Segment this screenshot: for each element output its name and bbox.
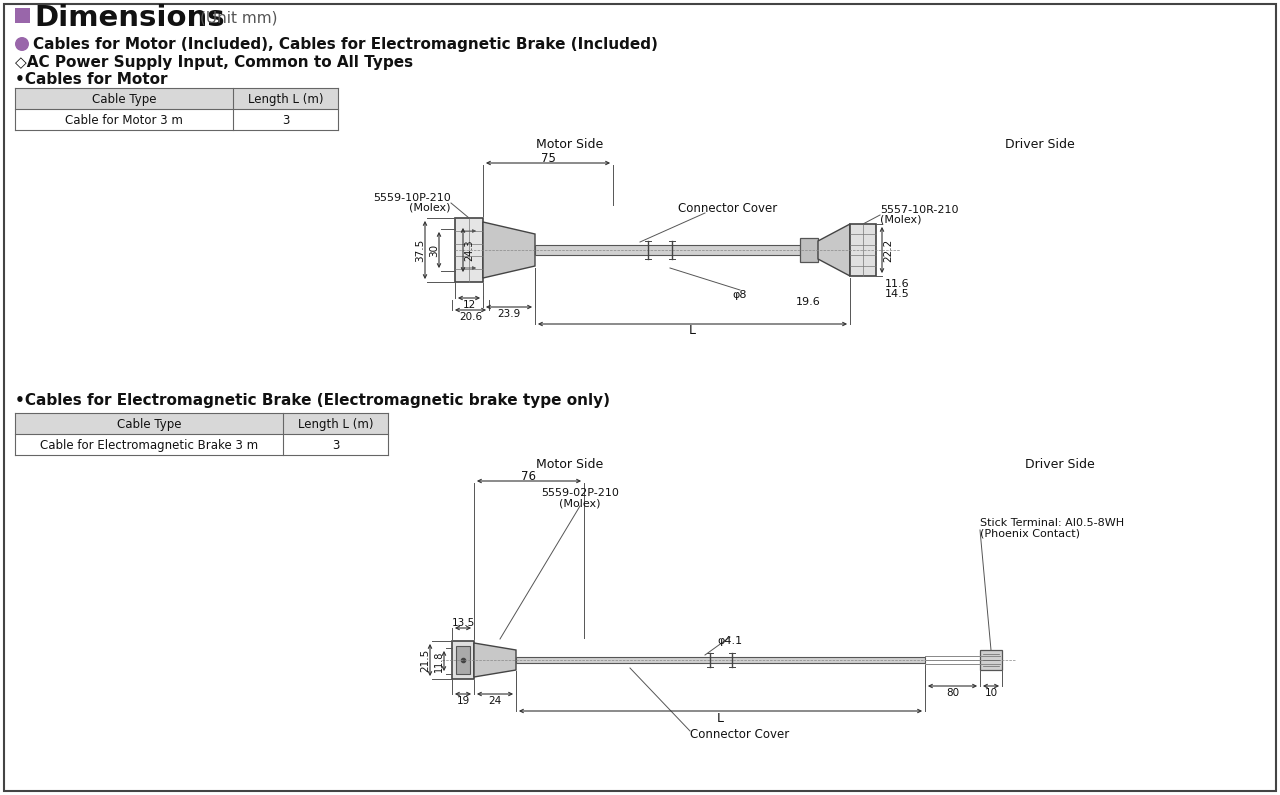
Text: 19: 19 [457, 696, 470, 706]
Text: 75: 75 [540, 152, 556, 165]
Polygon shape [818, 224, 850, 276]
Bar [800, 238, 818, 262]
Text: Connector Cover: Connector Cover [690, 728, 790, 742]
Text: Cable Type: Cable Type [92, 93, 156, 106]
Text: Driver Side: Driver Side [1025, 458, 1094, 471]
Text: 37.5: 37.5 [415, 238, 425, 262]
Text: 13.5: 13.5 [452, 618, 475, 628]
Text: Motor Side: Motor Side [536, 138, 604, 151]
Text: 12: 12 [462, 300, 476, 310]
Bar [15, 88, 338, 109]
Text: (Molex): (Molex) [559, 498, 600, 508]
Bar [454, 218, 483, 282]
Text: 5557-10R-210: 5557-10R-210 [881, 205, 959, 215]
Bar [15, 8, 29, 23]
Polygon shape [483, 222, 535, 278]
Text: •Cables for Motor: •Cables for Motor [15, 72, 168, 87]
Text: 21.5: 21.5 [420, 649, 430, 672]
Text: 20.6: 20.6 [460, 312, 483, 322]
Text: 10: 10 [984, 688, 997, 698]
Text: 19.6: 19.6 [796, 297, 820, 307]
Polygon shape [474, 643, 516, 677]
Text: 5559-10P-210: 5559-10P-210 [374, 193, 451, 203]
Bar [535, 245, 815, 255]
Text: 3: 3 [332, 439, 339, 452]
Text: 11.8: 11.8 [434, 650, 444, 672]
Bar [15, 413, 388, 434]
Circle shape [15, 37, 29, 51]
Text: 3: 3 [282, 114, 289, 127]
Text: Motor Side: Motor Side [536, 458, 604, 471]
Text: 76: 76 [521, 470, 536, 483]
Text: Length L (m): Length L (m) [248, 93, 324, 106]
Text: Stick Terminal: AI0.5-8WH: Stick Terminal: AI0.5-8WH [980, 518, 1124, 528]
Text: φ8: φ8 [732, 290, 748, 300]
Text: (Molex): (Molex) [881, 214, 922, 224]
Text: Cable for Motor 3 m: Cable for Motor 3 m [65, 114, 183, 127]
Text: •Cables for Electromagnetic Brake (Electromagnetic brake type only): •Cables for Electromagnetic Brake (Elect… [15, 394, 611, 409]
Text: Connector Cover: Connector Cover [678, 201, 778, 215]
Text: 24.3: 24.3 [465, 239, 474, 261]
Bar [516, 657, 925, 663]
Text: Driver Side: Driver Side [1005, 138, 1075, 151]
Text: Length L (m): Length L (m) [298, 418, 374, 431]
Text: ◇AC Power Supply Input, Common to All Types: ◇AC Power Supply Input, Common to All Ty… [15, 55, 413, 69]
Text: 80: 80 [946, 688, 959, 698]
Text: Cable Type: Cable Type [116, 418, 182, 431]
Text: L: L [717, 712, 724, 724]
Text: Dimensions: Dimensions [35, 4, 224, 32]
Text: 11.6: 11.6 [884, 279, 910, 289]
Text: (Unit mm): (Unit mm) [200, 10, 278, 25]
Text: 22.2: 22.2 [883, 238, 893, 262]
Bar [980, 650, 1002, 670]
Bar [456, 646, 470, 674]
Text: 23.9: 23.9 [498, 309, 521, 319]
Text: Cables for Motor (Included), Cables for Electromagnetic Brake (Included): Cables for Motor (Included), Cables for … [33, 37, 658, 52]
Bar [850, 224, 876, 276]
Text: 30: 30 [429, 243, 439, 257]
Text: Cable for Electromagnetic Brake 3 m: Cable for Electromagnetic Brake 3 m [40, 439, 259, 452]
Text: (Phoenix Contact): (Phoenix Contact) [980, 528, 1080, 538]
Bar [452, 641, 474, 679]
Text: φ4.1: φ4.1 [717, 636, 742, 646]
Text: 5559-02P-210: 5559-02P-210 [541, 488, 620, 498]
Text: L: L [689, 324, 696, 338]
Text: 14.5: 14.5 [884, 289, 910, 299]
Text: (Molex): (Molex) [410, 202, 451, 212]
Text: 24: 24 [489, 696, 502, 706]
